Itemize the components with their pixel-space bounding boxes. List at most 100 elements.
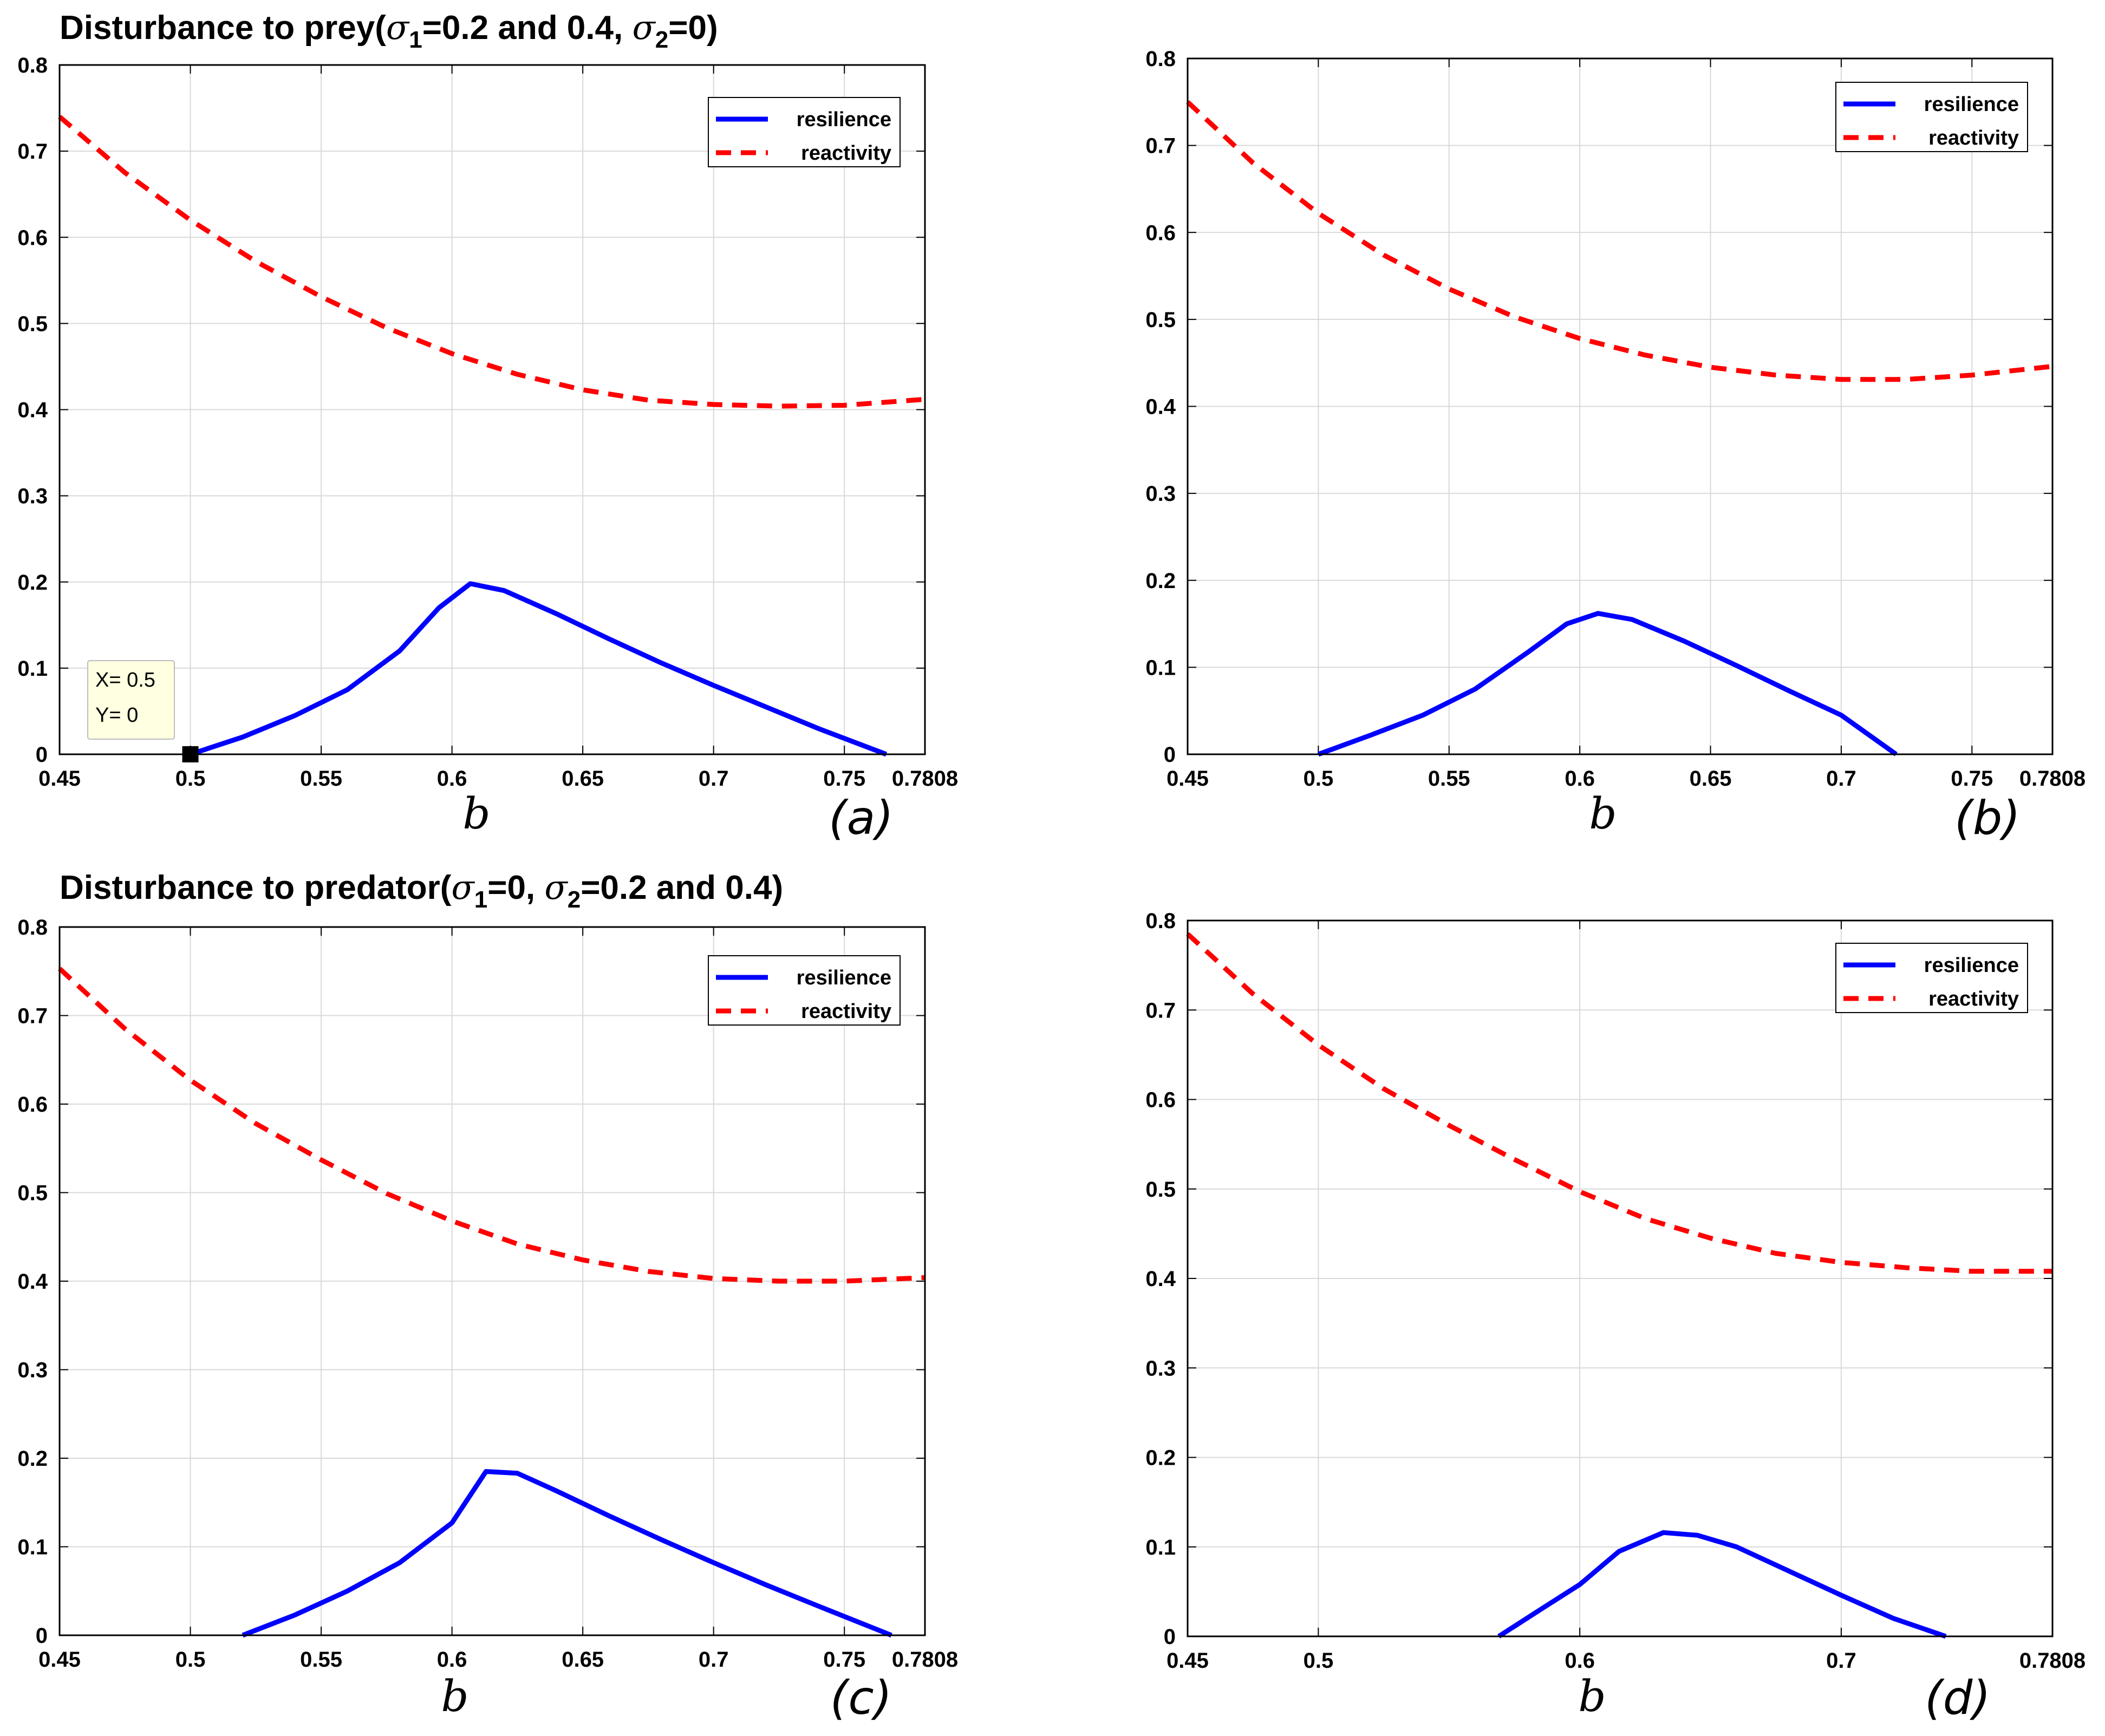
y-tick-label: 0.2 [17, 571, 48, 595]
legend: resilience reactivity [1835, 82, 2028, 152]
y-tick-label: 0.2 [1145, 1446, 1176, 1470]
axes-box [58, 926, 926, 1636]
datatip-marker[interactable] [182, 746, 199, 762]
x-tick-label: 0.7808 [892, 767, 958, 791]
legend-label-reactivity: reactivity [801, 1000, 891, 1023]
y-tick-label: 0.6 [1145, 221, 1176, 245]
x-tick-label: 0.65 [562, 767, 604, 791]
panel-label: (a) [829, 791, 894, 845]
x-tick-label: 0.7 [699, 767, 729, 791]
y-tick-label: 0 [1164, 1625, 1176, 1649]
x-tick-label: 0.6 [437, 767, 467, 791]
y-tick-label: 0.7 [17, 1004, 48, 1028]
legend-label-resilience: resilience [1924, 93, 2019, 116]
y-tick-label: 0.4 [17, 399, 48, 422]
y-tick-label: 0.3 [1145, 1356, 1176, 1380]
y-tick-label: 0.5 [1145, 308, 1176, 332]
legend-label-reactivity: reactivity [1928, 127, 2019, 149]
y-tick-label: 0.3 [1145, 482, 1176, 506]
y-tick-label: 0.8 [17, 916, 48, 939]
resilience-line [190, 581, 888, 757]
x-tick-label: 0.5 [175, 1648, 206, 1672]
y-tick-label: 0 [36, 1624, 48, 1648]
reactivity-line [1185, 932, 2052, 1274]
legend-box [1835, 943, 2028, 1013]
y-tick-label: 0.1 [17, 1536, 48, 1559]
reactivity-line [58, 115, 926, 409]
x-tick-label: 0.55 [300, 767, 342, 791]
legend-label-resilience: resilience [797, 108, 891, 131]
x-tick-label: 0.65 [562, 1648, 604, 1672]
x-tick-label: 0.65 [1690, 767, 1732, 791]
y-tick-label: 0.8 [1145, 47, 1176, 71]
legend-label-resilience: resilience [797, 967, 891, 989]
x-tick-label: 0.7808 [2019, 767, 2086, 791]
datatip-x: X= 0.5 [95, 669, 155, 691]
y-tick-label: 0.2 [17, 1447, 48, 1471]
x-axis-label: b [462, 788, 490, 839]
axes-box [1187, 57, 2054, 755]
x-axis-label: b [441, 1671, 468, 1721]
y-tick-label: 0.7 [1145, 134, 1176, 158]
legend-box [708, 97, 901, 167]
legend-label-reactivity: reactivity [1928, 988, 2019, 1010]
axes-box [58, 64, 926, 755]
y-tick-label: 0.1 [1145, 1536, 1176, 1559]
x-axis-label: b [1578, 1671, 1606, 1721]
y-tick-label: 0.4 [1145, 395, 1176, 419]
y-tick-label: 0.2 [1145, 569, 1176, 593]
x-tick-label: 0.6 [437, 1648, 467, 1672]
x-tick-label: 0.5 [175, 767, 206, 791]
y-tick-label: 0.3 [17, 485, 48, 508]
x-tick-label: 0.6 [1565, 1649, 1595, 1673]
x-tick-label: 0.5 [1304, 1649, 1334, 1673]
x-tick-label: 0.7 [699, 1648, 729, 1672]
x-tick-label: 0.6 [1565, 767, 1595, 791]
y-tick-label: 0.7 [17, 140, 48, 164]
section-title-prey: Disturbance to prey(σ1=0.2 and 0.4, σ2=0… [60, 8, 718, 53]
resilience-line [242, 1469, 892, 1638]
y-tick-label: 0.1 [17, 657, 48, 681]
panel-label: (d) [1925, 1671, 1991, 1725]
legend-box [708, 955, 901, 1026]
x-tick-label: 0.45 [1166, 1649, 1209, 1673]
panel-label: (c) [830, 1671, 892, 1725]
x-tick-label: 0.75 [823, 1648, 865, 1672]
reactivity-line [1185, 100, 2053, 382]
resilience-line [1317, 611, 1898, 757]
x-tick-label: 0.5 [1304, 767, 1334, 791]
panel-c: 0.45 0.5 0.55 0.6 0.65 0.7 0.75 0.7808 0 0.1 0.2 0.… [17, 916, 958, 1725]
legend-label-resilience: resilience [1924, 954, 2019, 977]
y-tick-label: 0.5 [17, 1182, 48, 1205]
datatip-y: Y= 0 [95, 704, 138, 727]
resilience-line [1497, 1530, 1947, 1639]
datatip-box [87, 660, 175, 740]
y-tick-label: 0.8 [1145, 909, 1176, 933]
x-tick-label: 0.55 [1428, 767, 1470, 791]
y-tick-label: 0.6 [1145, 1088, 1176, 1112]
x-tick-label: 0.75 [823, 767, 865, 791]
legend-box [1835, 82, 2028, 152]
x-tick-label: 0.45 [1166, 767, 1209, 791]
x-tick-label: 0.55 [300, 1648, 342, 1672]
panel-d: 0.45 0.5 0.6 0.7 0.7808 0 0.1 0.2 0.3 0.4 0.5 0.6 0.… [1145, 909, 2086, 1725]
y-tick-label: 0.6 [17, 226, 48, 250]
x-axis-label: b [1589, 788, 1617, 839]
panel-label: (b) [1954, 791, 2021, 845]
y-tick-label: 0.8 [17, 54, 48, 77]
y-tick-label: 0.1 [1145, 656, 1176, 680]
datatip[interactable]: X= 0.5 Y= 0 [87, 660, 199, 762]
y-tick-label: 0.4 [17, 1270, 48, 1294]
legend: resilience reactivity [708, 97, 901, 167]
y-tick-label: 0.4 [1145, 1267, 1176, 1291]
x-tick-label: 0.7 [1826, 767, 1856, 791]
x-tick-label: 0.45 [38, 1648, 81, 1672]
x-tick-label: 0.45 [38, 767, 81, 791]
x-tick-label: 0.75 [1951, 767, 1993, 791]
panel-a: 0.45 0.5 0.55 0.6 0.65 0.7 0.75 0.7808 0 0.1 0.2 0.… [17, 54, 958, 845]
y-tick-label: 0.6 [17, 1093, 48, 1117]
x-tick-label: 0.7 [1826, 1649, 1856, 1673]
legend: resilience reactivity [1835, 943, 2028, 1013]
section-title-predator: Disturbance to predator(σ1=0, σ2=0.2 and… [60, 867, 783, 913]
